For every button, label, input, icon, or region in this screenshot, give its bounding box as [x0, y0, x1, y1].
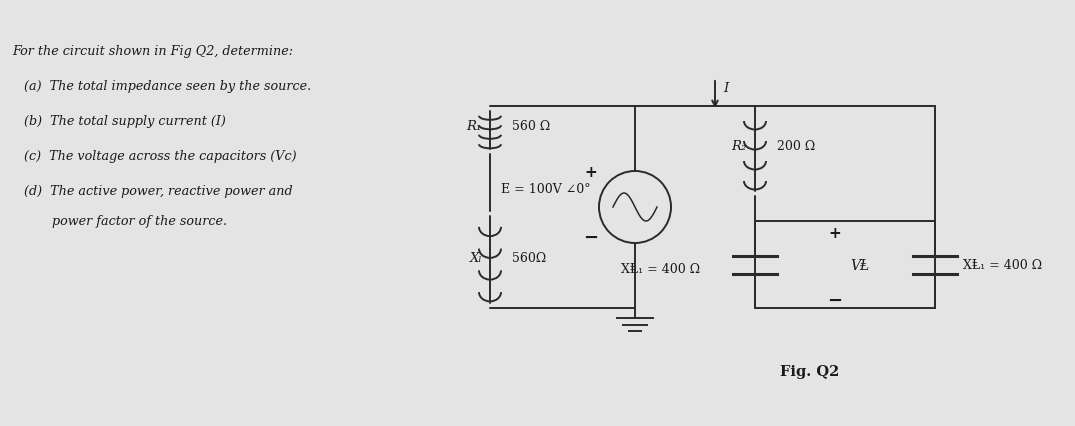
Text: (a)  The total impedance seen by the source.: (a) The total impedance seen by the sour… [12, 80, 311, 93]
Text: Xₗ: Xₗ [470, 251, 482, 264]
Text: (b)  The total supply current (I): (b) The total supply current (I) [12, 115, 226, 128]
Text: 560Ω: 560Ω [512, 251, 546, 264]
Text: For the circuit shown in Fig Q2, determine:: For the circuit shown in Fig Q2, determi… [12, 45, 293, 58]
Text: 560 Ω: 560 Ω [512, 119, 550, 132]
Text: 200 Ω: 200 Ω [777, 140, 815, 153]
Text: R₁: R₁ [467, 119, 482, 132]
Text: I: I [723, 82, 728, 95]
Text: (c)  The voltage across the capacitors (Vc): (c) The voltage across the capacitors (V… [12, 150, 297, 163]
Text: +: + [585, 164, 598, 180]
Text: Fig. Q2: Fig. Q2 [780, 364, 840, 378]
Text: power factor of the source.: power factor of the source. [12, 215, 227, 227]
Text: +: + [829, 225, 842, 240]
Text: −: − [584, 228, 599, 246]
Text: R₂: R₂ [732, 140, 747, 153]
Text: (d)  The active power, reactive power and: (d) The active power, reactive power and [12, 184, 292, 198]
Text: VⱠ: VⱠ [850, 258, 870, 272]
Text: XⱠ₁ = 400 Ω: XⱠ₁ = 400 Ω [963, 259, 1042, 271]
Text: E = 100V ∠0°: E = 100V ∠0° [501, 183, 591, 196]
Text: −: − [828, 291, 843, 309]
Text: XⱠ₁ = 400 Ω: XⱠ₁ = 400 Ω [621, 262, 700, 275]
